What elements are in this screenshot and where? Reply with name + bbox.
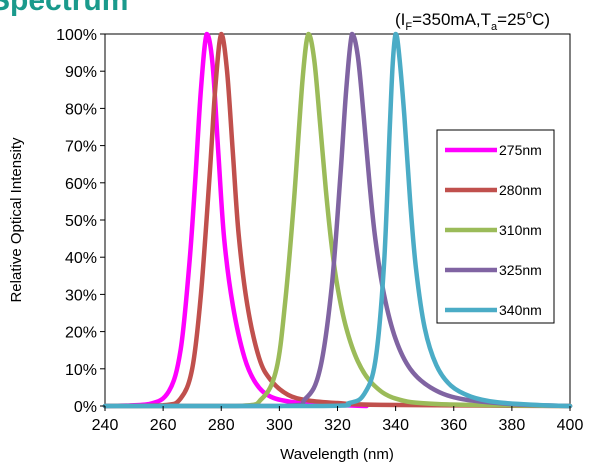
y-tick-label: 40% (65, 250, 97, 267)
cond-close: C) (532, 10, 550, 29)
y-tick-label: 70% (65, 139, 97, 156)
legend-box (436, 129, 555, 324)
x-tick-label: 380 (499, 417, 526, 434)
x-axis-label: Wavelength (nm) (280, 446, 394, 463)
cond-tail: =25 (497, 10, 526, 29)
y-tick-labels: 0% 10% 20% 30% 40% 50% 60% 70% 80% 90% 100% (56, 27, 97, 416)
y-tick-label: 80% (65, 101, 97, 118)
x-tick-label: 260 (150, 417, 177, 434)
legend: 275nm 280nm 310nm 325nm 340nm (436, 129, 555, 324)
x-tick-label: 300 (266, 417, 293, 434)
y-tick-label: 90% (65, 64, 97, 81)
series-line-310nm (102, 31, 573, 409)
series-line-325nm (102, 31, 573, 409)
x-tick-label: 240 (92, 417, 119, 434)
y-tick-label: 60% (65, 176, 97, 193)
ticks-layer (100, 33, 571, 411)
measurement-conditions: (IF=350mA,Ta=25oC) (395, 9, 550, 33)
page-title-fragment: Spectrum (0, 0, 128, 17)
series-line-280nm (102, 31, 573, 409)
x-tick-label: 280 (208, 417, 235, 434)
y-axis-label: Relative Optical Intensity (8, 137, 25, 303)
series-layer (102, 31, 573, 409)
y-tick-label: 10% (65, 362, 97, 379)
y-tick-label: 50% (65, 213, 97, 230)
legend-label-310nm: 310nm (499, 222, 542, 238)
cond-open: (I (395, 10, 405, 29)
legend-label-280nm: 280nm (499, 182, 542, 198)
legend-label-275nm: 275nm (499, 142, 542, 158)
y-tick-label: 0% (74, 399, 97, 416)
x-tick-label: 360 (440, 417, 467, 434)
x-tick-label: 400 (557, 417, 584, 434)
cond-degree: o (526, 9, 532, 21)
y-tick-label: 30% (65, 287, 97, 304)
series-line-340nm (102, 31, 573, 409)
cond-ta-sub: a (491, 21, 498, 33)
x-tick-label: 320 (324, 417, 351, 434)
cond-if-sub: F (405, 21, 412, 33)
legend-label-325nm: 325nm (499, 262, 542, 278)
legend-label-340nm: 340nm (499, 302, 542, 318)
y-tick-label: 100% (56, 27, 97, 44)
cond-mid: =350mA,T (412, 10, 491, 29)
x-tick-label: 340 (382, 417, 409, 434)
y-tick-label: 20% (65, 325, 97, 342)
x-tick-labels: 240 260 280 300 320 340 360 380 400 (92, 417, 584, 434)
